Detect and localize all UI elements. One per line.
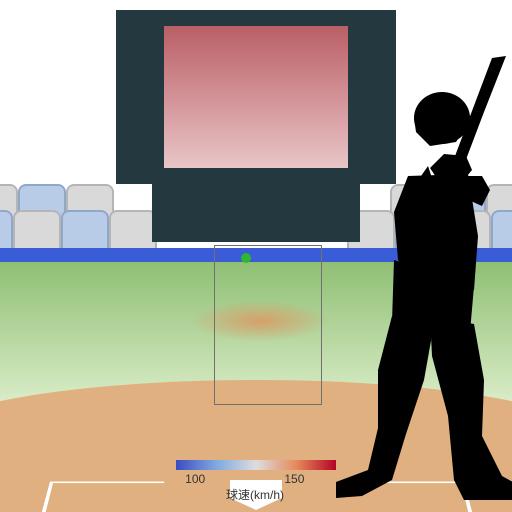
stand-segment xyxy=(61,210,109,252)
scoreboard-screen xyxy=(164,26,348,168)
pitch-marker xyxy=(241,253,251,263)
velocity-label: 球速(km/h) xyxy=(226,486,284,503)
stand-segment xyxy=(109,210,157,252)
batters-box-left xyxy=(26,481,189,512)
velocity-tick: 150 xyxy=(284,472,304,486)
velocity-tick: 100 xyxy=(185,472,205,486)
pitch-location-scene: 100 150 球速(km/h) xyxy=(0,0,512,512)
stand-segment xyxy=(13,210,61,252)
velocity-colorbar xyxy=(176,460,336,470)
scoreboard-base xyxy=(152,184,360,242)
strike-zone xyxy=(214,245,322,405)
stand-segment xyxy=(0,210,13,252)
batter-silhouette xyxy=(334,56,512,506)
